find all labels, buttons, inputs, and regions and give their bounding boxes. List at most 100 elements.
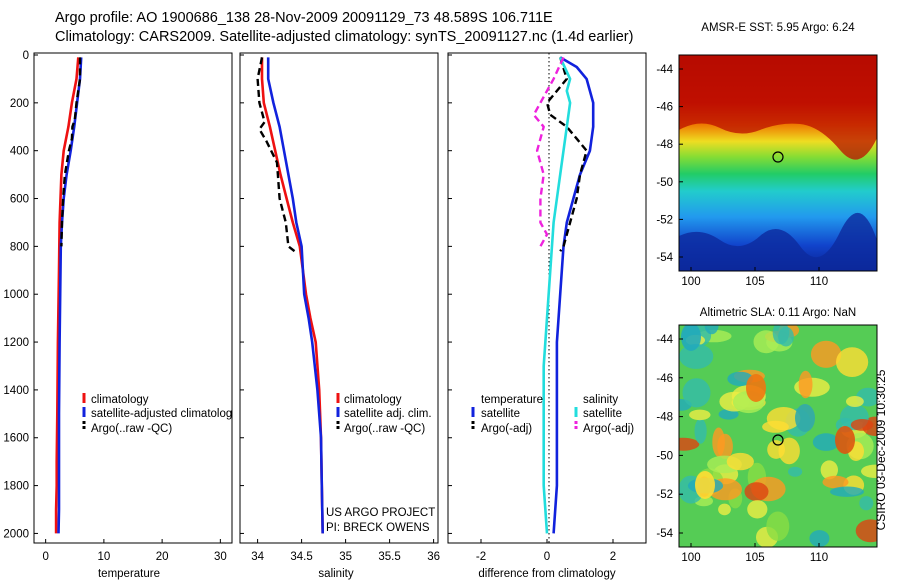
legend-label-temp-satellite: satellite xyxy=(481,408,520,420)
sla-anomaly-blob xyxy=(850,419,874,431)
difference-series-temperature-satellite xyxy=(552,56,595,534)
map-y-tick-label: -54 xyxy=(656,528,673,540)
sla-anomaly-blob xyxy=(718,409,739,420)
sla-anomaly-blob xyxy=(795,404,815,432)
depth-tick-label: 1800 xyxy=(3,481,29,493)
sla-anomaly-blob xyxy=(859,496,874,511)
sla-anomaly-blob xyxy=(822,475,849,489)
map-y-tick-label: -46 xyxy=(656,373,673,385)
map-x-tick-label: 100 xyxy=(681,552,700,564)
sla-argo-position-marker xyxy=(772,434,784,446)
sla-anomaly-blob xyxy=(727,371,753,387)
timestamp-text: CSIRO 03-Dec-2009 10:30:25 xyxy=(874,369,888,531)
map-y-tick-label: -44 xyxy=(656,64,673,76)
map-y-tick-label: -50 xyxy=(656,177,673,189)
difference-panel-frame xyxy=(447,52,647,544)
sla-anomaly-blob xyxy=(830,486,864,497)
difference-legend: temperature satellite Argo(-adj) salinit… xyxy=(471,394,634,435)
sla-anomaly-blob xyxy=(820,460,838,480)
sla-map xyxy=(679,325,877,547)
map-y-tick-label: -54 xyxy=(656,252,673,264)
sla-anomaly-blob xyxy=(809,530,830,547)
salinity-series-climatology xyxy=(260,57,324,534)
sla-anomaly-blob xyxy=(778,437,800,465)
sla-anomaly-blob xyxy=(836,347,869,377)
temperature-series-argo-raw-qc- xyxy=(60,57,82,247)
x-tick-label: 34 xyxy=(251,551,264,563)
map-y-tick-label: -48 xyxy=(656,412,673,424)
sst-map-title: AMSR-E SST: 5.95 Argo: 6.24 xyxy=(701,22,855,34)
sla-anomaly-blob xyxy=(762,420,789,433)
sst-map-frame xyxy=(678,54,878,272)
legend-label-climatology: climatology xyxy=(91,394,149,406)
depth-tick-label: 600 xyxy=(10,194,29,206)
legend-label-sal-satellite: satellite xyxy=(583,408,622,420)
sla-anomaly-blob xyxy=(726,452,754,471)
x-tick-label: 34.5 xyxy=(290,551,312,563)
temperature-panel-frame xyxy=(33,52,233,544)
sla-anomaly-blob xyxy=(679,437,700,451)
sla-anomaly-blob xyxy=(846,396,864,407)
map-y-tick-label: -48 xyxy=(656,139,673,151)
x-tick-label: 35.5 xyxy=(378,551,400,563)
depth-tick-label: 400 xyxy=(10,146,29,158)
sla-map-frame xyxy=(678,324,878,548)
x-tick-label: 20 xyxy=(156,551,169,563)
sla-anomaly-blob xyxy=(855,519,877,543)
difference-series-temperature-argo-adj- xyxy=(545,57,588,252)
sla-anomaly-blob xyxy=(695,471,715,499)
legend-label-satellite: satellite adj. clim. xyxy=(344,408,432,420)
salinity-panel-frame xyxy=(239,52,439,544)
map-y-tick-label: -52 xyxy=(656,214,673,226)
credit-project: US ARGO PROJECT xyxy=(326,507,435,519)
x-tick-label: 30 xyxy=(214,551,227,563)
legend-label-climatology: climatology xyxy=(344,394,402,406)
credit-pi: PI: BRECK OWENS xyxy=(326,522,430,534)
temperature-xlabel: temperature xyxy=(98,568,160,580)
map-y-tick-label: -50 xyxy=(656,450,673,462)
sla-anomaly-blob xyxy=(744,482,769,501)
sla-anomaly-blob xyxy=(788,466,803,477)
sst-map xyxy=(679,55,877,271)
sla-anomaly-blob xyxy=(812,433,840,451)
sla-anomaly-blob xyxy=(746,374,766,402)
legend-label-temp-argo: Argo(-adj) xyxy=(481,423,532,435)
legend-label-argo: Argo(..raw -QC) xyxy=(344,423,425,435)
sla-anomaly-blob xyxy=(689,409,711,421)
legend-title-salinity: salinity xyxy=(583,394,618,406)
x-tick-label: 0 xyxy=(544,551,550,563)
legend-label-satellite: satellite-adjusted climatolog xyxy=(91,408,232,420)
temperature-series-satellite-adjusted-climatolog xyxy=(57,57,83,534)
sla-anomaly-blob xyxy=(835,426,855,454)
sla-anomaly-blob xyxy=(778,326,794,347)
map-x-tick-label: 105 xyxy=(745,552,764,564)
temperature-legend: climatology satellite-adjusted climatolo… xyxy=(82,393,232,435)
map-y-tick-label: -52 xyxy=(656,489,673,501)
difference-series-salinity-argo-adj- xyxy=(532,56,565,247)
sla-anomaly-blob xyxy=(682,378,711,408)
sla-anomaly-blob xyxy=(704,325,719,335)
sla-anomaly-blob xyxy=(694,418,707,444)
depth-tick-label: 1600 xyxy=(3,433,29,445)
header-line-1: Argo profile: AO 1900686_138 28-Nov-2009… xyxy=(55,10,553,26)
difference-series-salinity-satellite xyxy=(542,56,572,534)
temperature-series-climatology xyxy=(54,57,80,534)
map-y-tick-label: -44 xyxy=(656,334,673,346)
timestamp-label: CSIRO 03-Dec-2009 10:30:25 xyxy=(872,352,890,548)
salinity-series-argo-raw-qc- xyxy=(256,57,296,253)
x-tick-label: -2 xyxy=(476,551,486,563)
sst-warm-tongue xyxy=(679,55,877,160)
salinity-xlabel: salinity xyxy=(318,568,353,580)
depth-tick-label: 1000 xyxy=(3,289,29,301)
sla-anomaly-blob xyxy=(712,427,725,457)
map-x-tick-label: 110 xyxy=(810,552,828,564)
sla-anomaly-blob xyxy=(681,325,701,351)
sla-anomaly-blob xyxy=(798,370,813,399)
depth-tick-label: 800 xyxy=(10,241,29,253)
x-tick-label: 0 xyxy=(42,551,48,563)
depth-tick-label: 1400 xyxy=(3,385,29,397)
map-x-tick-label: 105 xyxy=(745,276,764,288)
depth-tick-label: 0 xyxy=(23,50,29,62)
difference-xlabel: difference from climatology xyxy=(478,568,615,580)
